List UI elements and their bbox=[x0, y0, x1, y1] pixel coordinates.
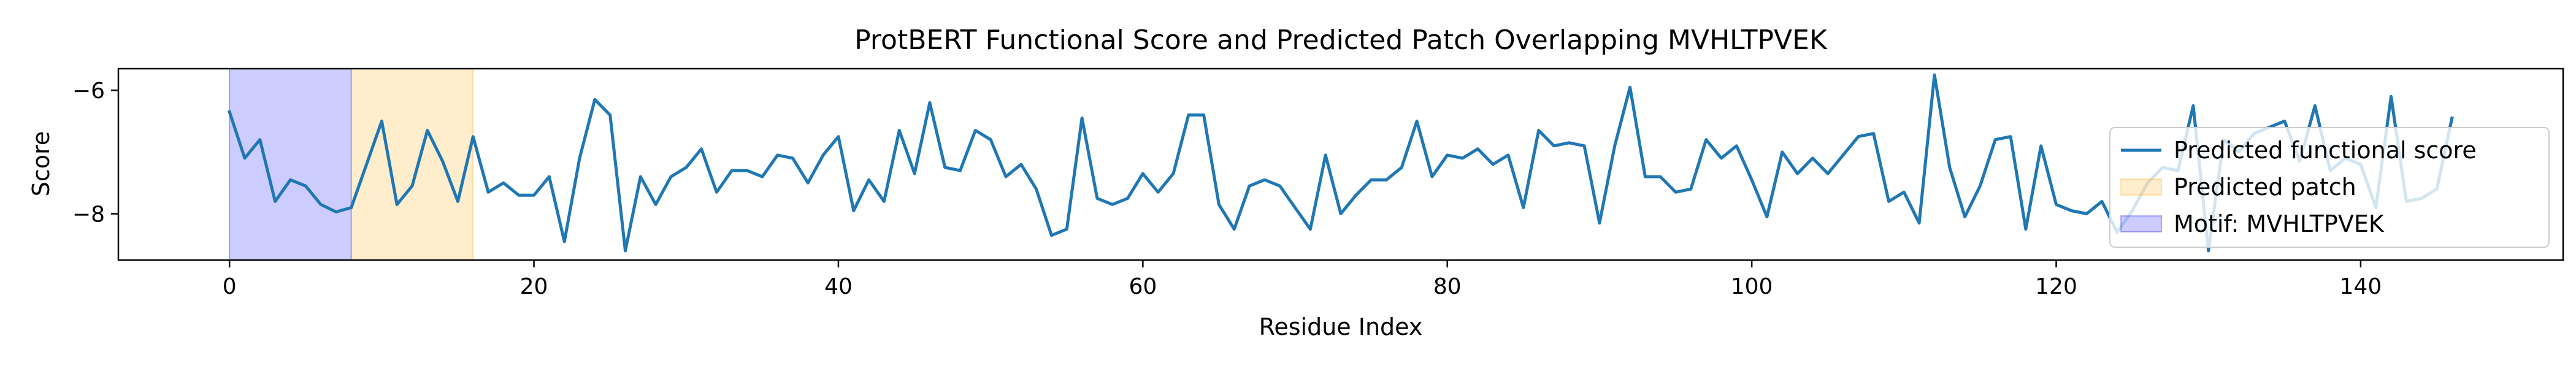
legend-entry-motif-label: Motif: MVHLTPVEK bbox=[2174, 210, 2385, 237]
x-tick-label: 20 bbox=[520, 274, 548, 299]
region-motif bbox=[229, 68, 352, 261]
chart-title: ProtBERT Functional Score and Predicted … bbox=[854, 25, 1828, 56]
legend-swatch-patch bbox=[2120, 215, 2162, 232]
y-tick-label: −8 bbox=[72, 202, 105, 228]
legend-entry-predicted-patch-label: Predicted patch bbox=[2174, 174, 2356, 201]
x-tick-label: 120 bbox=[2035, 274, 2077, 299]
x-axis-label: Residue Index bbox=[1259, 313, 1423, 340]
plot-area: 0 20 40 60 80 100 120 140 −8 −6 bbox=[72, 67, 2564, 299]
legend-entry-functional-score-label: Predicted functional score bbox=[2174, 137, 2477, 164]
y-axis-label: Score bbox=[28, 131, 55, 196]
x-tick-label: 100 bbox=[1731, 274, 1773, 299]
x-tick-label: 60 bbox=[1129, 274, 1157, 299]
series-line-functional-score bbox=[228, 73, 2454, 253]
x-tick-label: 80 bbox=[1433, 274, 1462, 299]
plot-frame bbox=[117, 67, 2564, 261]
y-tick-label: −6 bbox=[72, 79, 105, 104]
x-tick-label: 140 bbox=[2340, 274, 2382, 299]
legend: Predicted functional score Predicted patc… bbox=[2109, 127, 2550, 248]
x-tick-label: 40 bbox=[824, 274, 853, 299]
legend-box bbox=[2109, 127, 2550, 248]
legend-swatch-patch bbox=[2120, 178, 2162, 196]
region-predicted-patch bbox=[350, 68, 474, 261]
x-tick-label: 0 bbox=[223, 274, 237, 299]
